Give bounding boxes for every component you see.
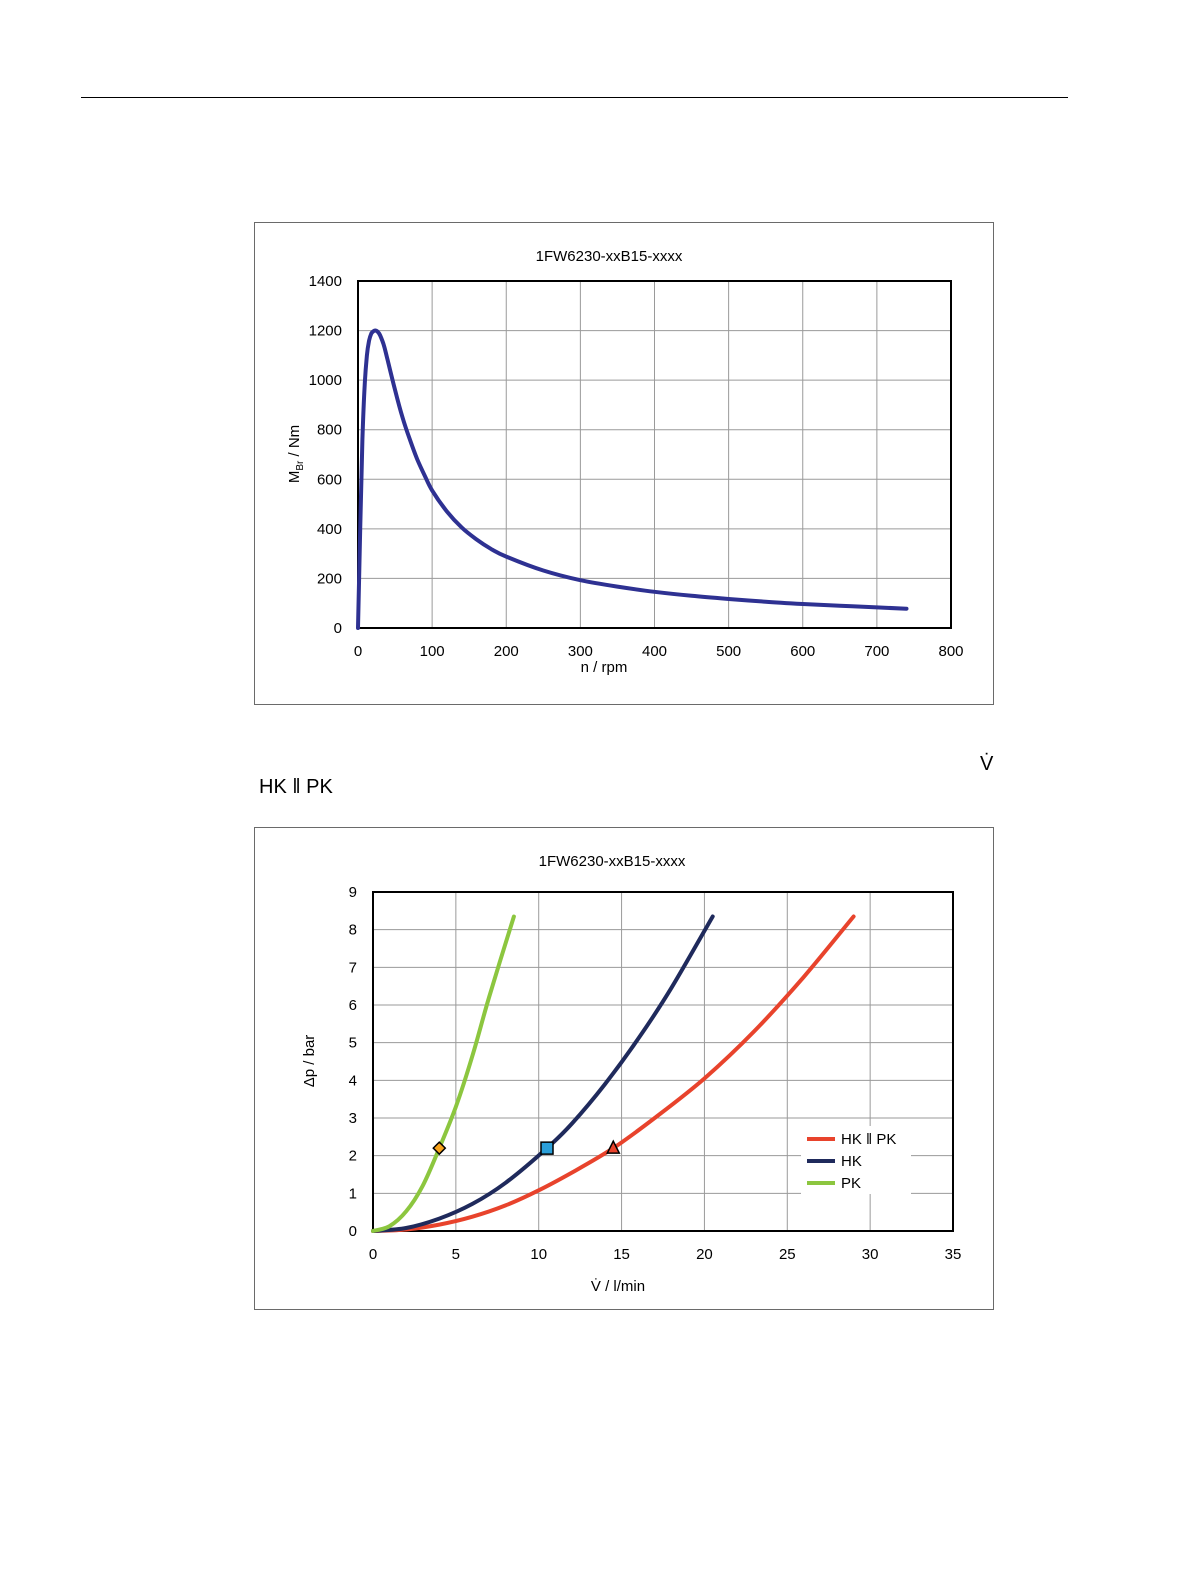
y-axis-label-rest: / Nm: [286, 425, 303, 461]
y-tick-label: 6: [349, 997, 357, 1014]
x-tick-label: 700: [864, 643, 889, 660]
x-tick-label: 0: [369, 1246, 377, 1263]
y-tick-label: 400: [317, 521, 342, 538]
pressure-chart-frame: 1FW6230-xxB15-xxxx 0 1 2 3 4 5 6 7 8 9 0 5 10 15 20 25…: [254, 827, 994, 1310]
y-tick-label: 1200: [309, 323, 342, 340]
y-tick-label: 7: [349, 959, 357, 976]
legend-label: HK: [841, 1153, 862, 1170]
flow-rate-symbol: V̇: [980, 753, 994, 775]
y-tick-label: 8: [349, 922, 357, 939]
y-tick-labels: 0 200 400 600 800 1000 1200 1400: [309, 273, 342, 637]
y-tick-label: 5: [349, 1035, 357, 1052]
y-axis-label-sub: Br: [295, 460, 306, 471]
x-tick-label: 100: [420, 643, 445, 660]
x-tick-label: 600: [790, 643, 815, 660]
grid: [357, 280, 952, 629]
x-axis-label: n / rpm: [581, 659, 628, 676]
x-tick-labels: 0 5 10 15 20 25 30 35: [369, 1246, 962, 1263]
series-line-1: [356, 328, 909, 630]
y-axis-label-main: M: [286, 471, 303, 484]
pressure-chart: 1FW6230-xxB15-xxxx 0 1 2 3 4 5 6 7 8 9 0 5 10 15 20 25…: [301, 853, 962, 1295]
y-tick-label: 600: [317, 471, 342, 488]
y-tick-label: 3: [349, 1110, 357, 1127]
plot-area-border: [357, 280, 952, 629]
x-tick-label: 5: [452, 1246, 460, 1263]
x-axis-label: V̇ / l/min: [591, 1278, 645, 1295]
y-axis-label: Δp / bar: [301, 1035, 318, 1088]
y-tick-label: 1400: [309, 273, 342, 290]
data-point-marker: [540, 1141, 554, 1155]
y-tick-label: 1000: [309, 372, 342, 389]
y-tick-label: 0: [334, 620, 342, 637]
section-label: HK ‖ PK: [259, 776, 333, 798]
y-tick-label: 4: [349, 1072, 357, 1089]
x-tick-label: 400: [642, 643, 667, 660]
data-point-marker: [606, 1139, 621, 1154]
y-axis-label: MBr / Nm: [286, 425, 306, 483]
y-tick-label: 0: [349, 1223, 357, 1240]
x-tick-label: 10: [530, 1246, 547, 1263]
y-tick-label: 200: [317, 570, 342, 587]
x-tick-label: 15: [613, 1246, 630, 1263]
chart-title: 1FW6230-xxB15-xxxx: [539, 853, 686, 870]
y-tick-label: 1: [349, 1185, 357, 1202]
x-tick-labels: 0 100 200 300 400 500 600 700 800: [354, 643, 964, 660]
legend-label: HK ‖ PK: [841, 1131, 896, 1148]
y-tick-label: 2: [349, 1148, 357, 1165]
x-tick-label: 25: [779, 1246, 796, 1263]
data-point-marker: [432, 1141, 447, 1156]
series-line-1: [371, 914, 856, 1233]
series-group: [356, 328, 909, 630]
plot-area-border: [372, 891, 954, 1232]
y-tick-label: 800: [317, 422, 342, 439]
legend: HK ‖ PK HK PK: [801, 1126, 911, 1194]
legend-label: PK: [841, 1175, 861, 1192]
x-tick-label: 35: [945, 1246, 962, 1263]
x-tick-label: 20: [696, 1246, 713, 1263]
x-tick-label: 0: [354, 643, 362, 660]
x-tick-label: 300: [568, 643, 593, 660]
y-tick-label: 9: [349, 884, 357, 901]
chart-title: 1FW6230-xxB15-xxxx: [536, 248, 683, 265]
x-tick-label: 500: [716, 643, 741, 660]
torque-chart: 1FW6230-xxB15-xxxx 020040060080010001200…: [286, 248, 964, 676]
torque-chart-frame: 1FW6230-xxB15-xxxx 0 200 400 600 800 1000 1200…: [254, 222, 994, 705]
y-tick-labels: 0 1 2 3 4 5 6 7 8 9: [349, 884, 357, 1240]
x-tick-label: 800: [938, 643, 963, 660]
series-group: [371, 914, 856, 1233]
x-tick-label: 200: [494, 643, 519, 660]
x-tick-label: 30: [862, 1246, 879, 1263]
header-rule: [81, 97, 1068, 98]
